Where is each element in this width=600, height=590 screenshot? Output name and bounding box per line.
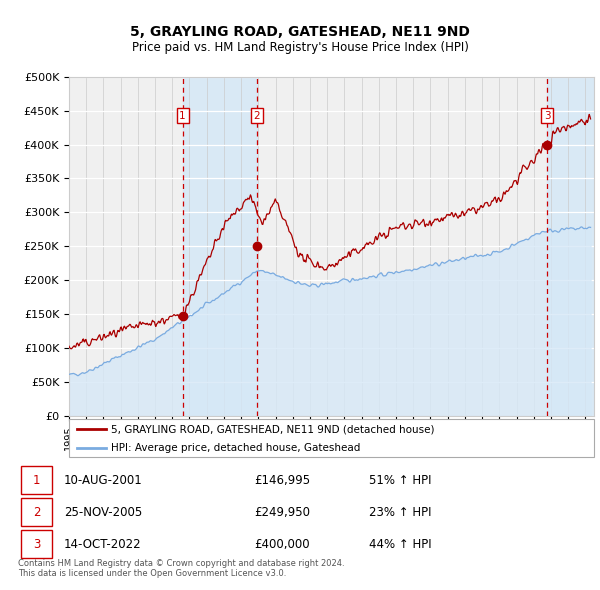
FancyBboxPatch shape — [20, 499, 52, 526]
Text: 1: 1 — [179, 111, 186, 121]
Text: £249,950: £249,950 — [254, 506, 310, 519]
Text: 2: 2 — [253, 111, 260, 121]
Bar — [547, 77, 594, 416]
FancyBboxPatch shape — [20, 466, 52, 494]
Text: 25-NOV-2005: 25-NOV-2005 — [64, 506, 142, 519]
Bar — [182, 77, 257, 416]
Text: 14-OCT-2022: 14-OCT-2022 — [64, 538, 142, 551]
Text: 51% ↑ HPI: 51% ↑ HPI — [369, 474, 431, 487]
Text: 3: 3 — [544, 111, 550, 121]
Text: £146,995: £146,995 — [254, 474, 310, 487]
Text: 1: 1 — [33, 474, 40, 487]
Text: 44% ↑ HPI: 44% ↑ HPI — [369, 538, 432, 551]
Text: 5, GRAYLING ROAD, GATESHEAD, NE11 9ND: 5, GRAYLING ROAD, GATESHEAD, NE11 9ND — [130, 25, 470, 39]
Text: Price paid vs. HM Land Registry's House Price Index (HPI): Price paid vs. HM Land Registry's House … — [131, 41, 469, 54]
Text: HPI: Average price, detached house, Gateshead: HPI: Average price, detached house, Gate… — [111, 442, 361, 453]
FancyBboxPatch shape — [20, 530, 52, 559]
Text: 5, GRAYLING ROAD, GATESHEAD, NE11 9ND (detached house): 5, GRAYLING ROAD, GATESHEAD, NE11 9ND (d… — [111, 424, 434, 434]
FancyBboxPatch shape — [69, 419, 594, 457]
Text: Contains HM Land Registry data © Crown copyright and database right 2024.
This d: Contains HM Land Registry data © Crown c… — [18, 559, 344, 578]
Text: 10-AUG-2001: 10-AUG-2001 — [64, 474, 143, 487]
Text: 2: 2 — [33, 506, 40, 519]
Text: 23% ↑ HPI: 23% ↑ HPI — [369, 506, 431, 519]
Text: 3: 3 — [33, 538, 40, 551]
Text: £400,000: £400,000 — [254, 538, 310, 551]
